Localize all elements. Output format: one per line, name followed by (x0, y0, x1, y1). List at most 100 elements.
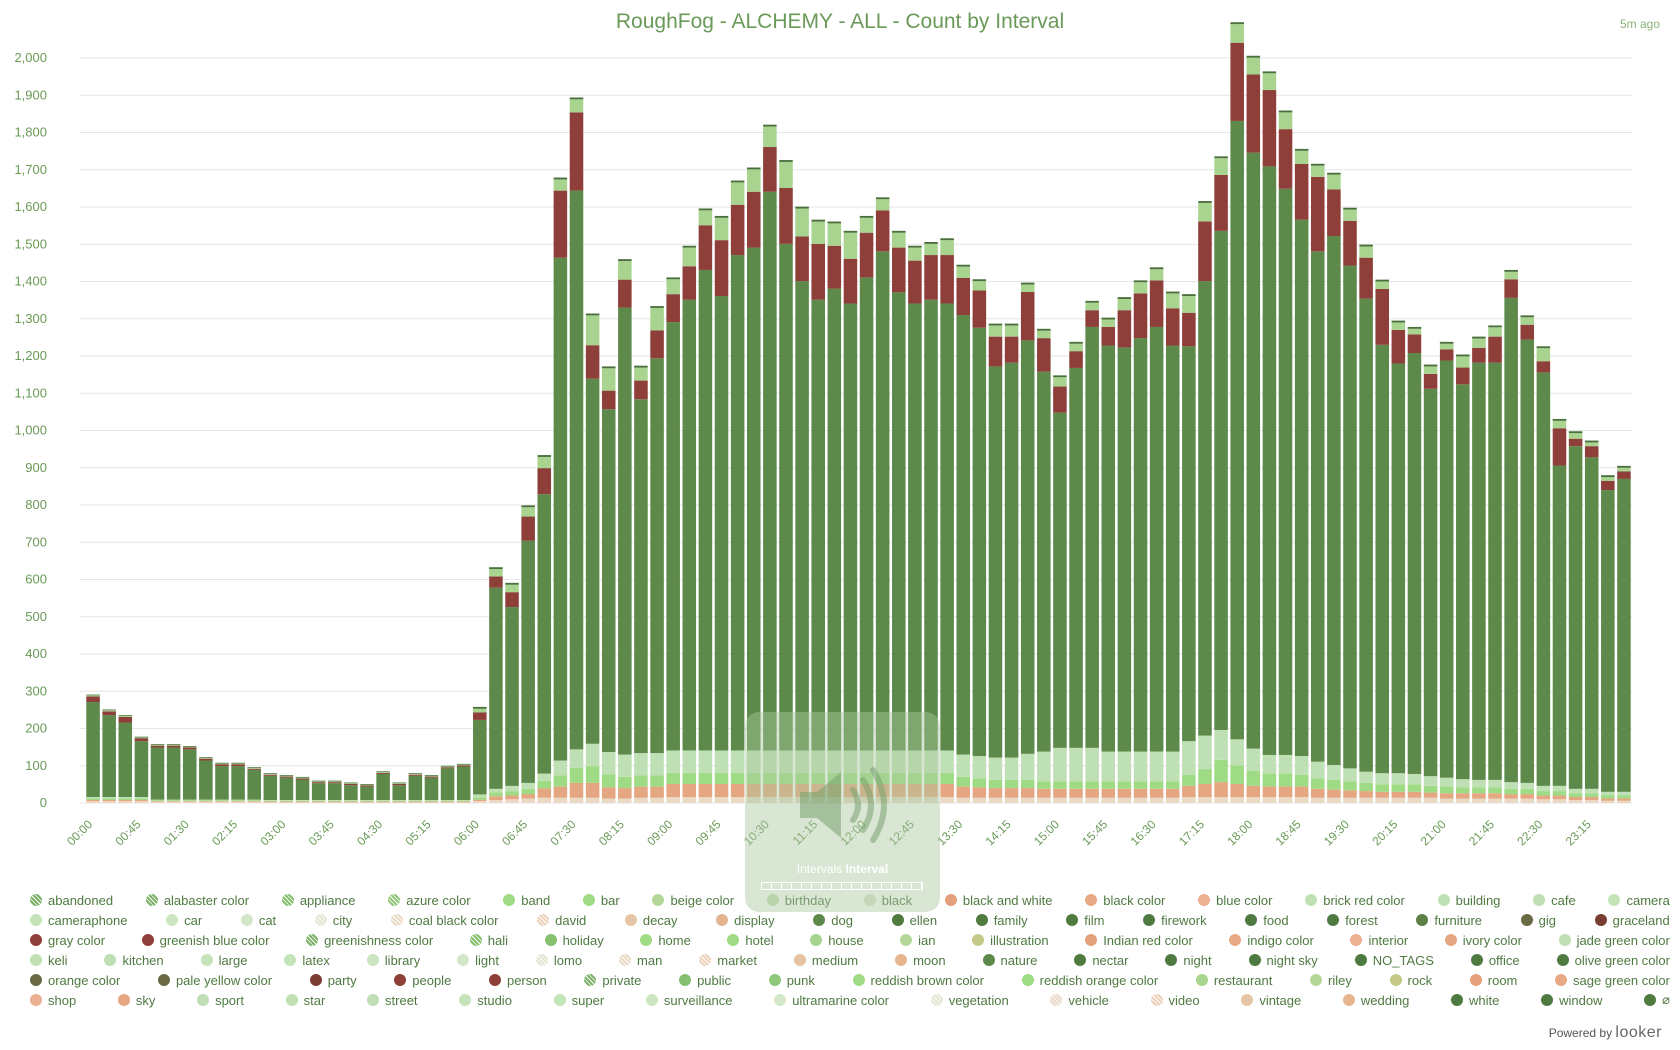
bar-segment[interactable] (102, 797, 116, 799)
legend-item[interactable]: medium (793, 953, 858, 968)
legend-item[interactable]: azure color (388, 893, 471, 908)
bar-segment[interactable] (295, 779, 310, 801)
bar-segment[interactable] (1423, 792, 1438, 798)
bar-segment[interactable] (1584, 446, 1599, 458)
bar-segment[interactable] (746, 797, 761, 803)
bar-segment[interactable] (1407, 797, 1422, 803)
bar-segment[interactable] (988, 797, 1003, 803)
bar-segment[interactable] (199, 801, 213, 802)
bar-segment[interactable] (843, 258, 858, 304)
bar-segment[interactable] (569, 797, 584, 803)
bar-segment[interactable] (263, 800, 278, 802)
bar-segment[interactable] (440, 800, 455, 802)
bar-segment[interactable] (811, 221, 825, 244)
bar-segment[interactable] (972, 787, 987, 798)
bar-segment[interactable] (634, 367, 648, 381)
bar-segment[interactable] (746, 167, 761, 170)
legend-item[interactable]: ian (900, 933, 936, 948)
bar-segment[interactable] (698, 772, 713, 785)
bar-segment[interactable] (1165, 308, 1180, 346)
bar-segment[interactable] (344, 783, 358, 785)
bar-segment[interactable] (537, 456, 552, 469)
legend-item[interactable]: vehicle (1050, 993, 1109, 1008)
bar-segment[interactable] (650, 775, 664, 787)
bar-segment[interactable] (102, 800, 116, 802)
bar-segment[interactable] (1617, 795, 1631, 799)
legend-item[interactable]: room (1469, 973, 1517, 988)
bar-segment[interactable] (247, 799, 261, 801)
bar-segment[interactable] (521, 788, 535, 795)
bar-segment[interactable] (360, 800, 374, 802)
bar-segment[interactable] (1053, 788, 1067, 798)
bar-segment[interactable] (1456, 354, 1470, 357)
bar-segment[interactable] (956, 786, 971, 798)
bar-segment[interactable] (1165, 291, 1180, 294)
bar-segment[interactable] (344, 802, 358, 803)
bar-segment[interactable] (1391, 791, 1406, 798)
bar-segment[interactable] (1439, 798, 1454, 803)
bar-segment[interactable] (650, 797, 664, 803)
bar-segment[interactable] (1037, 781, 1051, 789)
bar-segment[interactable] (650, 753, 664, 776)
bar-segment[interactable] (1101, 319, 1116, 327)
bar-segment[interactable] (1262, 73, 1277, 91)
legend-item[interactable]: night sky (1248, 953, 1318, 968)
bar-segment[interactable] (1504, 279, 1518, 298)
bar-segment[interactable] (102, 798, 116, 801)
bar-segment[interactable] (473, 794, 487, 798)
bar-segment[interactable] (118, 715, 133, 716)
bar-segment[interactable] (1069, 351, 1083, 368)
bar-segment[interactable] (263, 774, 278, 776)
bar-segment[interactable] (1037, 797, 1051, 803)
bar-segment[interactable] (1198, 202, 1212, 222)
bar-segment[interactable] (408, 800, 423, 801)
bar-segment[interactable] (585, 782, 600, 798)
bar-segment[interactable] (1230, 42, 1244, 121)
bar-segment[interactable] (521, 516, 535, 541)
bar-segment[interactable] (585, 313, 600, 316)
bar-segment[interactable] (1182, 294, 1196, 297)
bar-segment[interactable] (682, 784, 697, 798)
audio-overlay[interactable]: Intervals Interval (745, 712, 940, 912)
bar-segment[interactable] (86, 797, 100, 799)
legend-item[interactable]: beige color (652, 893, 734, 908)
bar-segment[interactable] (843, 232, 858, 259)
bar-segment[interactable] (376, 773, 390, 801)
bar-segment[interactable] (859, 215, 874, 218)
bar-segment[interactable] (1085, 310, 1099, 327)
bar-segment[interactable] (618, 307, 632, 755)
bar-segment[interactable] (1262, 90, 1277, 167)
bar-segment[interactable] (924, 750, 938, 773)
bar-segment[interactable] (1552, 795, 1567, 800)
bar-segment[interactable] (360, 784, 374, 786)
bar-segment[interactable] (1165, 345, 1180, 752)
bar-segment[interactable] (295, 776, 310, 778)
bar-segment[interactable] (988, 788, 1003, 798)
bar-segment[interactable] (1343, 209, 1357, 221)
bar-segment[interactable] (601, 787, 616, 799)
bar-segment[interactable] (682, 772, 697, 785)
bar-segment[interactable] (1536, 372, 1551, 786)
bar-segment[interactable] (440, 765, 455, 767)
bar-segment[interactable] (215, 764, 229, 767)
legend-item[interactable]: riley (1310, 973, 1352, 988)
bar-segment[interactable] (859, 217, 874, 233)
bar-segment[interactable] (1085, 326, 1099, 748)
bar-segment[interactable] (408, 774, 423, 776)
bar-segment[interactable] (569, 767, 584, 783)
bar-segment[interactable] (714, 215, 729, 218)
bar-segment[interactable] (424, 776, 439, 778)
bar-segment[interactable] (698, 784, 713, 798)
bar-segment[interactable] (795, 208, 809, 237)
bar-segment[interactable] (360, 786, 374, 801)
bar-segment[interactable] (1246, 770, 1261, 786)
bar-segment[interactable] (779, 750, 793, 773)
bar-segment[interactable] (344, 800, 358, 801)
bar-segment[interactable] (1617, 478, 1631, 792)
bar-segment[interactable] (1101, 317, 1116, 320)
bar-segment[interactable] (521, 505, 535, 508)
bar-segment[interactable] (424, 802, 439, 803)
bar-segment[interactable] (618, 259, 632, 262)
bar-segment[interactable] (1294, 797, 1309, 803)
bar-segment[interactable] (247, 767, 261, 768)
